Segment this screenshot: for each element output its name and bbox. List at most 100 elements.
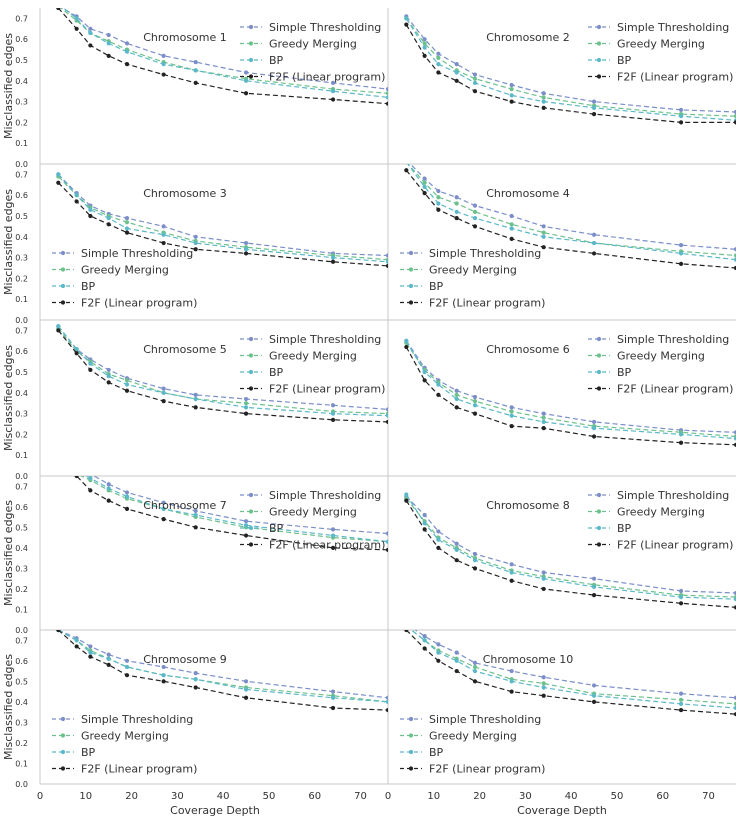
legend-label: BP bbox=[81, 280, 96, 293]
data-point bbox=[106, 482, 111, 487]
panel-title: Chromosome 1 bbox=[143, 31, 227, 44]
data-point bbox=[454, 78, 459, 83]
panel-chromosome-9: Chromosome 9 Simple Thresholding Greedy Me… bbox=[52, 630, 388, 776]
data-point bbox=[161, 679, 166, 684]
data-point bbox=[591, 99, 597, 104]
data-point bbox=[404, 492, 409, 497]
data-point bbox=[454, 388, 459, 393]
legend-label: Simple Thresholding bbox=[269, 333, 381, 346]
legend-marker bbox=[596, 353, 602, 358]
data-point bbox=[193, 685, 198, 690]
y-tick-label: 0.5 bbox=[15, 523, 28, 532]
data-point bbox=[161, 53, 166, 58]
series-line-3 bbox=[407, 164, 736, 261]
data-point bbox=[436, 55, 441, 61]
data-point bbox=[330, 80, 336, 85]
data-point bbox=[472, 411, 478, 416]
data-point bbox=[88, 644, 93, 649]
legend-label: Greedy Merging bbox=[81, 730, 169, 743]
series-line-3 bbox=[405, 494, 736, 600]
data-point bbox=[541, 576, 546, 581]
data-point bbox=[243, 523, 249, 528]
series-line-1 bbox=[57, 325, 388, 410]
legend-label: BP bbox=[269, 522, 284, 535]
plot-area bbox=[404, 164, 736, 271]
x-tick-label: 0 bbox=[385, 791, 391, 802]
data-point bbox=[330, 403, 336, 408]
legend-marker bbox=[596, 41, 602, 46]
series-line-2 bbox=[59, 8, 388, 94]
data-point bbox=[243, 679, 249, 684]
legend-marker bbox=[408, 716, 414, 722]
data-point bbox=[541, 693, 546, 698]
data-point bbox=[106, 656, 111, 661]
data-point bbox=[509, 82, 514, 88]
data-point bbox=[193, 671, 198, 676]
data-point bbox=[404, 22, 409, 27]
data-point bbox=[404, 168, 409, 173]
y-tick-label: 0.2 bbox=[15, 118, 28, 127]
data-point bbox=[472, 566, 478, 571]
data-point bbox=[404, 498, 409, 503]
data-point bbox=[193, 59, 198, 65]
data-point bbox=[733, 712, 736, 717]
y-tick-label: 0.0 bbox=[15, 160, 28, 169]
panel-title: Chromosome 2 bbox=[486, 31, 570, 44]
data-point bbox=[56, 460, 60, 464]
plot-area bbox=[56, 172, 388, 269]
panel-title: Chromosome 5 bbox=[143, 343, 227, 356]
series-line-1 bbox=[405, 340, 736, 433]
data-point bbox=[330, 97, 336, 102]
data-point bbox=[422, 638, 427, 643]
data-point bbox=[591, 105, 597, 110]
plot-area bbox=[404, 14, 736, 125]
data-point bbox=[454, 541, 459, 546]
data-point bbox=[330, 255, 336, 260]
y-tick-label: 0.1 bbox=[15, 451, 28, 460]
legend-label: BP bbox=[617, 366, 632, 379]
data-point bbox=[56, 172, 61, 177]
data-point bbox=[733, 120, 736, 125]
data-point bbox=[472, 80, 478, 85]
series-line-2 bbox=[407, 164, 736, 257]
legend-marker bbox=[408, 733, 414, 738]
y-axis-label: Misclassified edges bbox=[2, 500, 15, 606]
x-tick-label: 20 bbox=[473, 791, 486, 802]
data-point bbox=[541, 105, 546, 110]
data-point bbox=[454, 547, 459, 553]
data-point bbox=[161, 386, 166, 391]
data-point bbox=[124, 49, 130, 54]
data-point bbox=[454, 658, 459, 663]
data-point bbox=[161, 390, 166, 395]
data-point bbox=[509, 409, 514, 414]
legend-marker bbox=[596, 509, 602, 514]
legend-marker bbox=[596, 24, 602, 30]
legend-marker bbox=[60, 300, 66, 305]
data-point bbox=[541, 99, 546, 104]
data-point bbox=[436, 642, 441, 647]
legend-marker bbox=[596, 336, 602, 342]
data-point bbox=[74, 644, 79, 649]
data-point bbox=[436, 70, 441, 75]
data-point bbox=[436, 545, 441, 550]
data-point bbox=[509, 226, 514, 231]
data-point bbox=[161, 399, 166, 404]
y-tick-label: 0.4 bbox=[15, 389, 28, 398]
data-point bbox=[422, 369, 427, 375]
data-point bbox=[541, 234, 546, 239]
data-point bbox=[422, 45, 427, 50]
data-point bbox=[74, 193, 79, 198]
data-point bbox=[541, 245, 546, 250]
data-point bbox=[509, 405, 514, 410]
data-point bbox=[404, 624, 408, 628]
data-point bbox=[404, 338, 409, 343]
data-point bbox=[678, 261, 684, 266]
x-tick-label: 40 bbox=[565, 791, 578, 802]
legend-label: F2F (Linear program) bbox=[269, 71, 385, 84]
data-point bbox=[161, 500, 166, 505]
data-point bbox=[436, 658, 441, 663]
data-point bbox=[330, 533, 336, 538]
data-point bbox=[733, 430, 736, 435]
series-line-2 bbox=[57, 327, 388, 415]
